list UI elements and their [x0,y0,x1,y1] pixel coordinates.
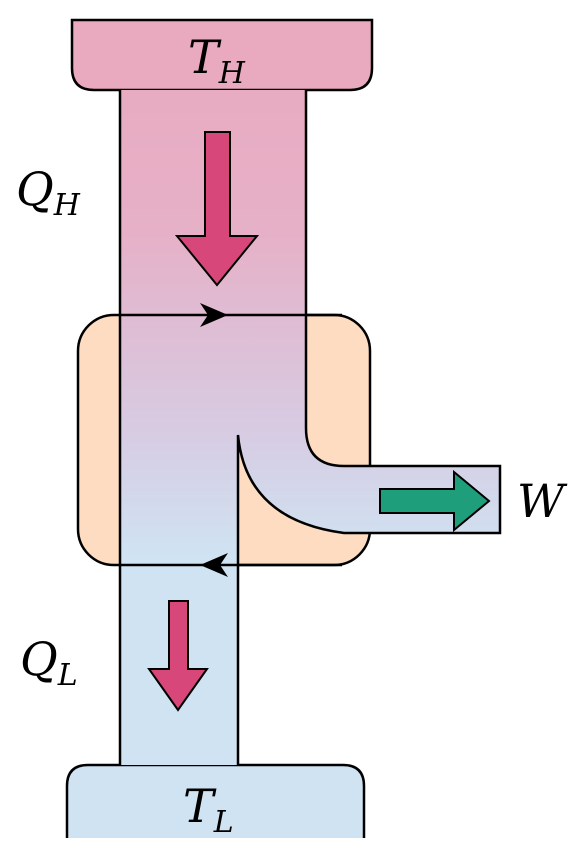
heat-in-arrow [174,131,260,287]
cold-reservoir-label: TL [183,779,234,840]
heat-out-label: QL [20,632,78,693]
heat-out-arrow [147,600,209,712]
engine-outline [120,313,342,567]
work-label: W [517,474,568,528]
cycle-arrow-top [200,303,228,327]
channel-right-edge [236,90,502,765]
work-arrow [379,469,491,533]
hot-reservoir-label: TH [188,30,246,91]
cycle-arrow-bottom [200,553,228,577]
hot-reservoir [70,18,374,92]
heat-in-label: QH [16,162,81,223]
